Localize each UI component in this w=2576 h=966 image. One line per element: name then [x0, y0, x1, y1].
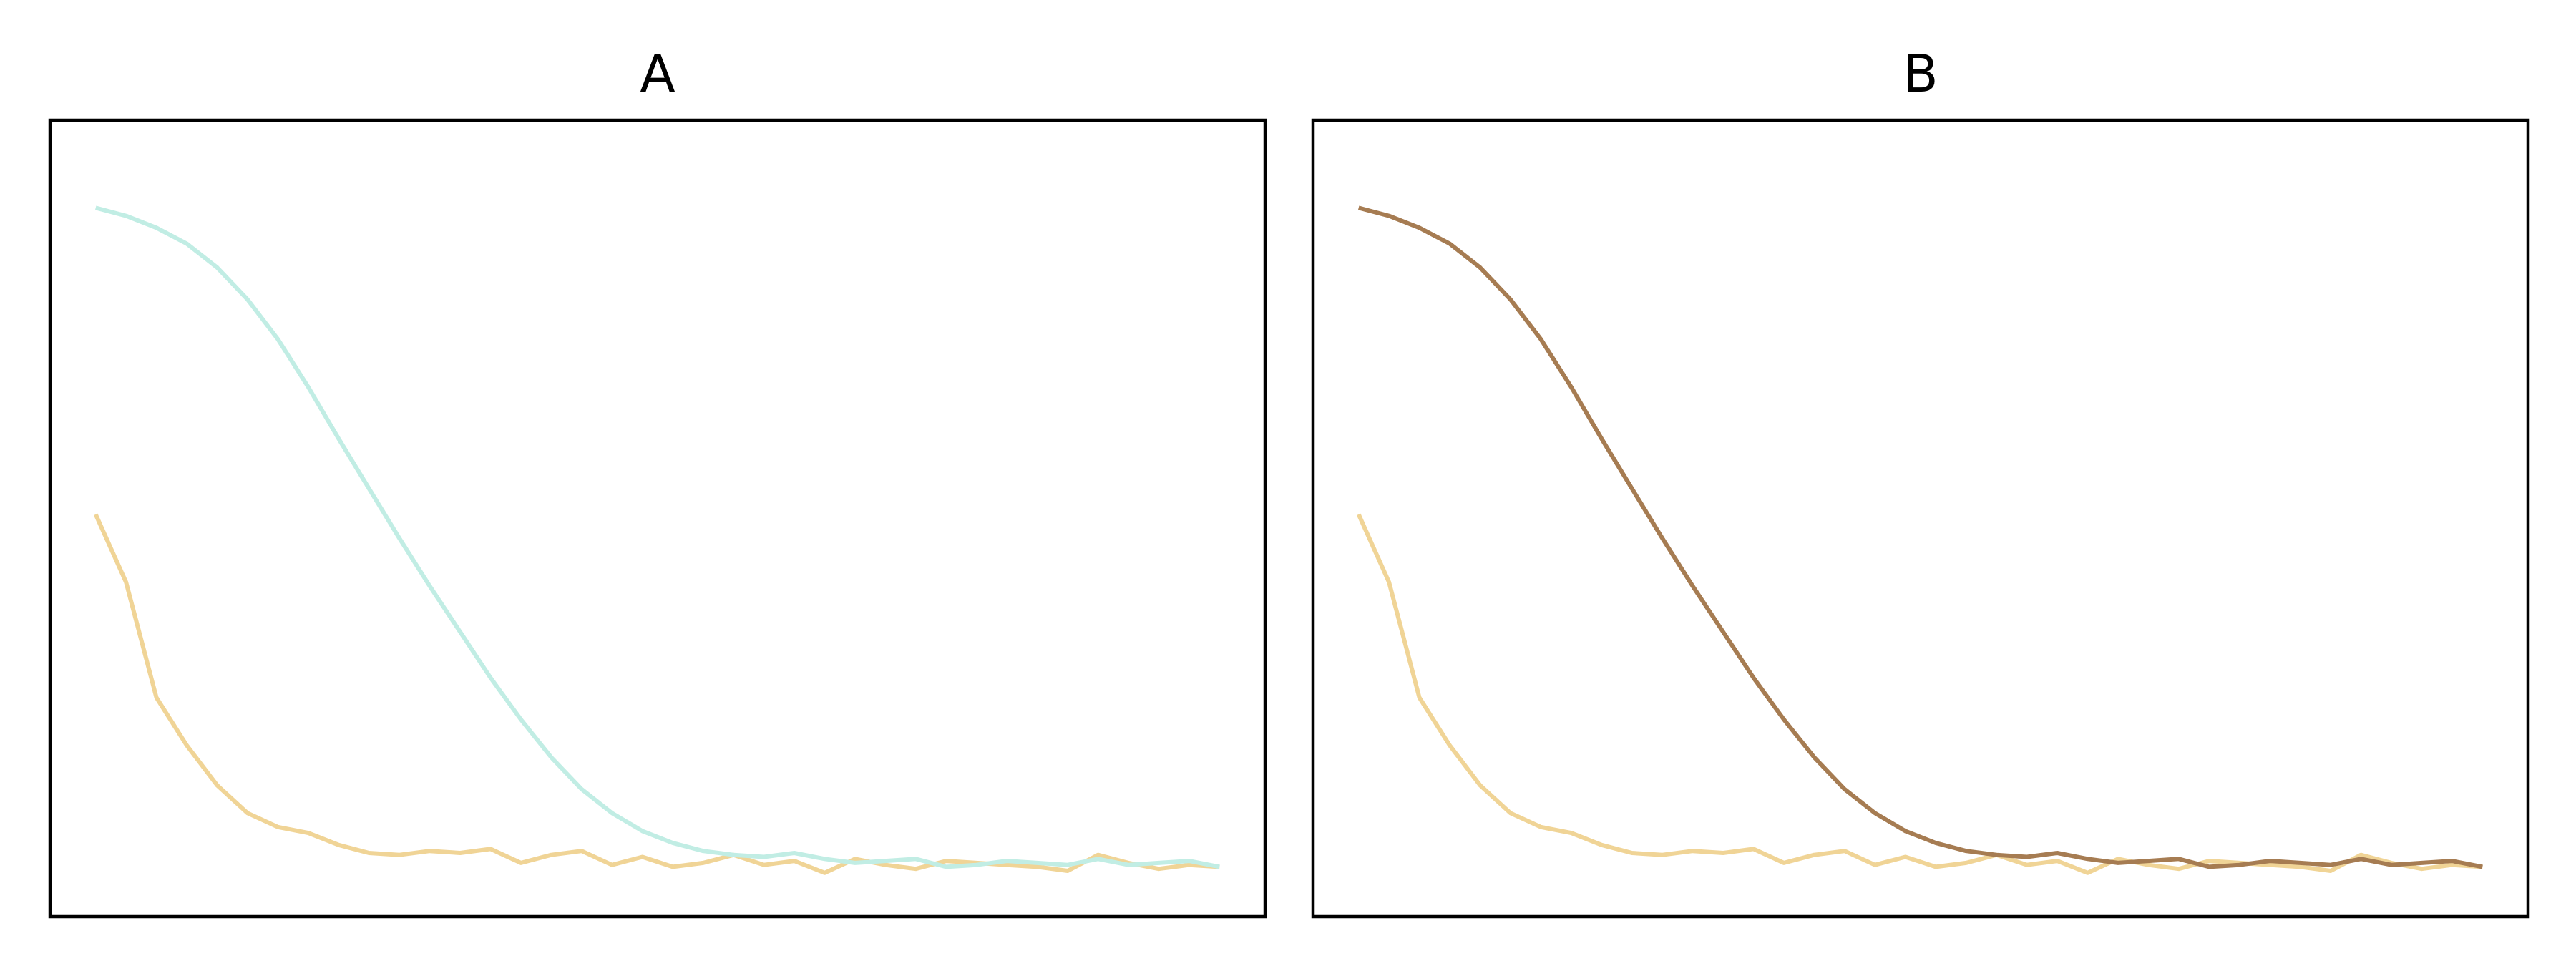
panel-a-frame — [48, 118, 1267, 919]
panel-a-series-1-line — [93, 513, 1220, 875]
panel-a: A — [48, 44, 1267, 919]
panel-b-frame — [1311, 118, 2530, 919]
panel-a-series-2-line — [94, 205, 1220, 869]
panel-a-title: A — [640, 44, 675, 104]
panel-a-plot-area — [93, 205, 1220, 875]
panel-b-title: B — [1903, 44, 1938, 104]
panel-b-plot-area — [1356, 205, 2483, 875]
panel-b-series-1-line — [1356, 513, 2483, 875]
panel-b-series-2-line — [1357, 205, 2483, 869]
panel-b: B — [1311, 44, 2530, 919]
